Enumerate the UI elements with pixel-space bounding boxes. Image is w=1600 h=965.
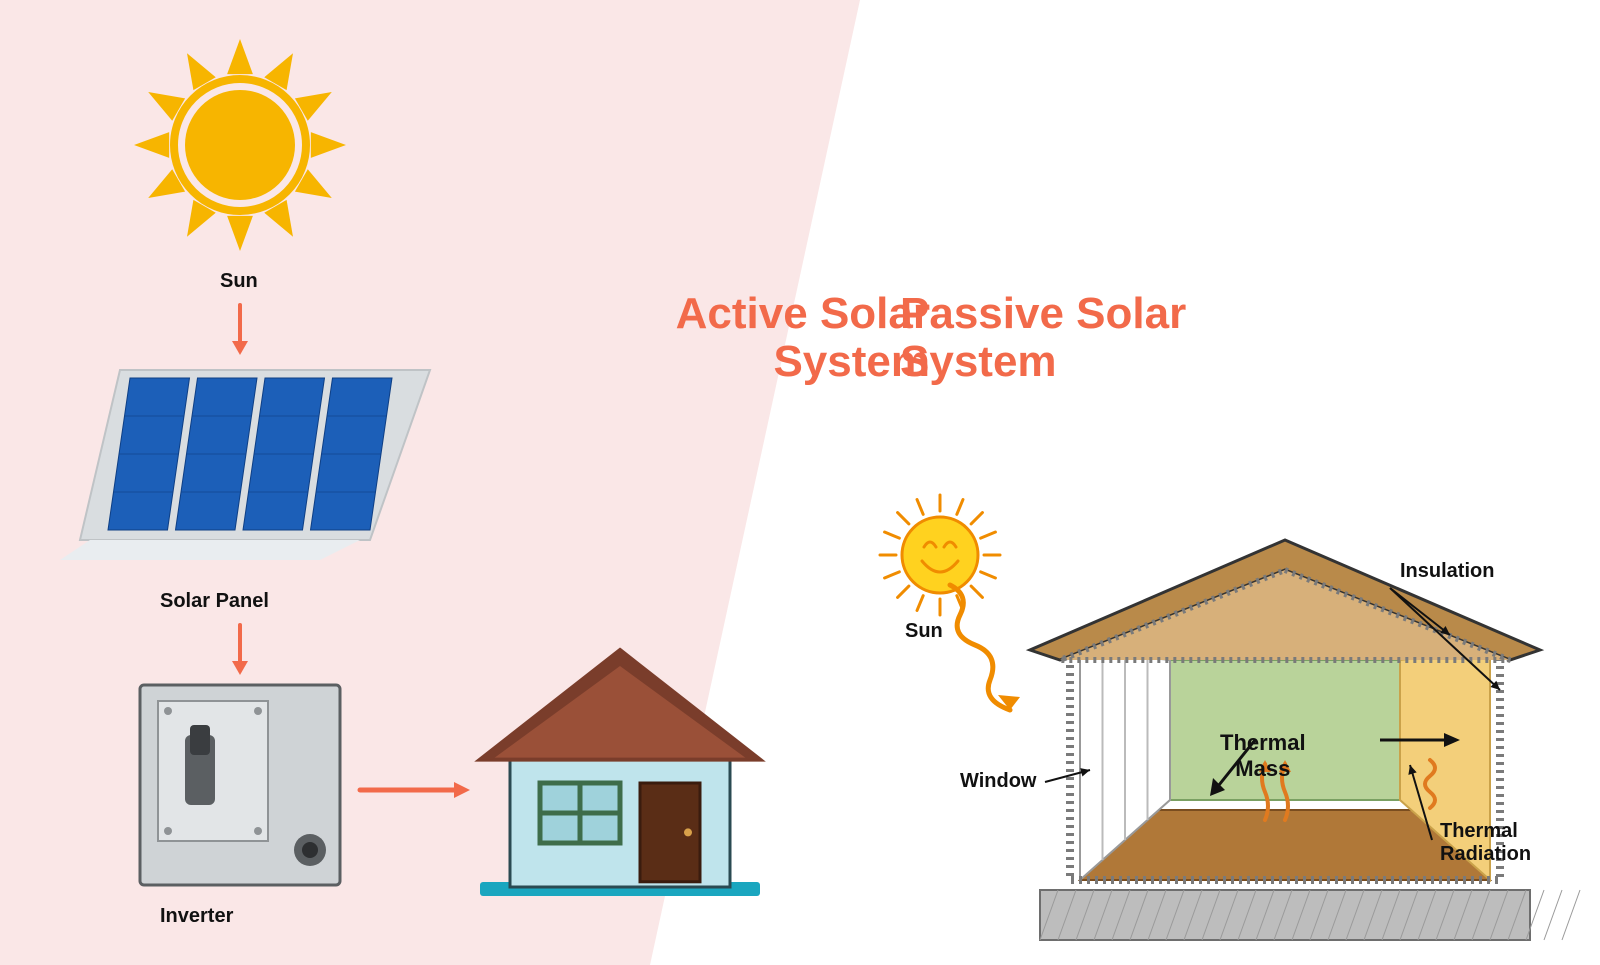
- label-thermal-mass: Thermal Mass: [1220, 730, 1306, 782]
- inverter-icon: [130, 675, 350, 895]
- label-window: Window: [960, 770, 1036, 793]
- label-thermal-radiation: Thermal Radiation: [1440, 820, 1531, 866]
- arrow-insulation-2: [1375, 573, 1515, 705]
- title-active: Active SolarSystem: [630, 290, 930, 387]
- inverter-label: Inverter: [160, 905, 233, 928]
- title-active-line1: Active Solar: [676, 289, 930, 338]
- active-sun-label: Sun: [220, 270, 258, 293]
- active-house-icon: [450, 620, 790, 920]
- active-sun-icon: [124, 29, 356, 261]
- title-passive: Passive SolarSystem: [900, 290, 1260, 387]
- arrow-thermal-radiation: [1395, 750, 1447, 855]
- solar-panel-icon: [60, 340, 450, 580]
- arrow-window: [1030, 755, 1105, 797]
- solar-panel-label: Solar Panel: [160, 590, 269, 613]
- title-passive-line1: Passive Solar: [900, 289, 1186, 338]
- title-passive-line2: System: [900, 337, 1057, 386]
